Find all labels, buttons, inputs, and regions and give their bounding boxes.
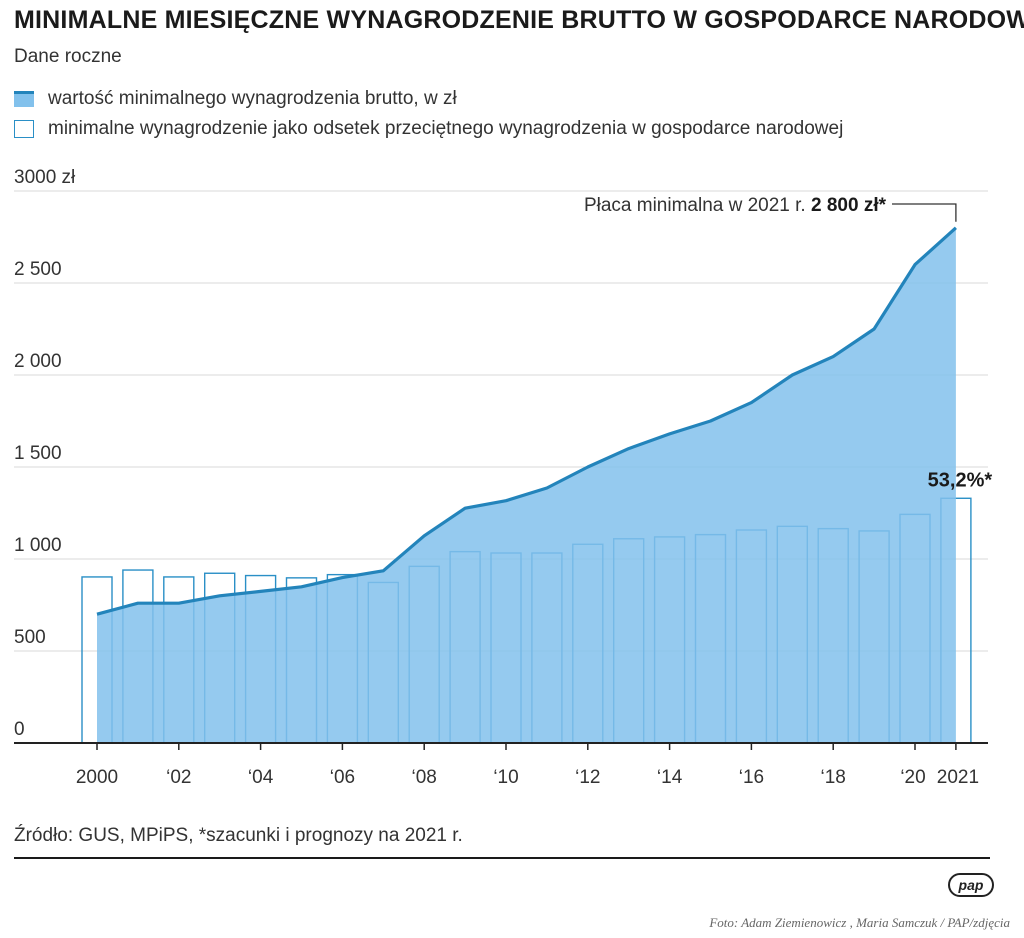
pap-logo: pap (948, 873, 994, 897)
chart-subtitle: Dane roczne (14, 46, 122, 67)
photo-credit: Foto: Adam Ziemienowicz , Maria Samczuk … (709, 915, 1010, 930)
x-tick-label: ‘10 (493, 767, 518, 788)
x-tick-label: ‘06 (330, 767, 355, 788)
x-tick-label: ‘02 (166, 767, 191, 788)
y-tick-label: 2 000 (14, 351, 62, 372)
x-tick-label: ‘04 (248, 767, 274, 788)
annotation-min-wage-prefix: Płaca minimalna w 2021 r. (584, 195, 811, 216)
area-min-wage (97, 227, 956, 744)
x-tick-label: 2000 (76, 767, 118, 788)
annotation-min-wage: Płaca minimalna w 2021 r. 2 800 zł* (584, 195, 887, 216)
annotation-leader (892, 203, 957, 222)
annotation-percent: 53,2%* (928, 469, 993, 491)
y-tick-label: 500 (14, 627, 46, 648)
x-tick-label: ‘16 (739, 767, 764, 788)
x-tick-label: ‘18 (821, 767, 846, 788)
x-tick-label: ‘20 (900, 767, 925, 788)
y-tick-label: 2 500 (14, 259, 62, 280)
y-tick-label: 0 (14, 719, 25, 740)
legend-swatch-area (14, 91, 34, 107)
legend-item-area: wartość minimalnego wynagrodzenia brutto… (14, 88, 457, 110)
area-layer (96, 226, 957, 744)
label-layer: 0 500 1 000 1 500 2 000 2 500 3000 zł 2000 ‘02 ‘0… (14, 167, 992, 788)
chart-title: MINIMALNE MIESIĘCZNE WYNAGRODZENIE BRUTT… (14, 6, 1024, 34)
y-tick-label: 1 000 (14, 535, 62, 556)
source-note: Źródło: GUS, MPiPS, *szacunki i prognozy… (14, 825, 463, 846)
legend-label-bars: minimalne wynagrodzenie jako odsetek prz… (48, 118, 844, 139)
y-tick-label: 1 500 (14, 443, 62, 464)
legend-item-bars: minimalne wynagrodzenie jako odsetek prz… (14, 118, 843, 140)
y-tick-label: 3000 zł (14, 167, 76, 188)
x-tick-label: ‘14 (657, 767, 683, 788)
line-min-wage (96, 226, 957, 616)
axis-layer (14, 742, 988, 750)
annotation-min-wage-value: 2 800 zł* (811, 195, 887, 216)
legend-swatch-bars (14, 120, 34, 138)
x-tick-label: ‘08 (412, 767, 437, 788)
x-tick-label: 2021 (937, 767, 979, 788)
chart-plot: 0 500 1 000 1 500 2 000 2 500 3000 zł 2000 ‘02 ‘0… (14, 167, 992, 788)
x-tick-label: ‘12 (575, 767, 600, 788)
footer-divider (14, 857, 990, 859)
legend-label-area: wartość minimalnego wynagrodzenia brutto… (48, 88, 457, 109)
